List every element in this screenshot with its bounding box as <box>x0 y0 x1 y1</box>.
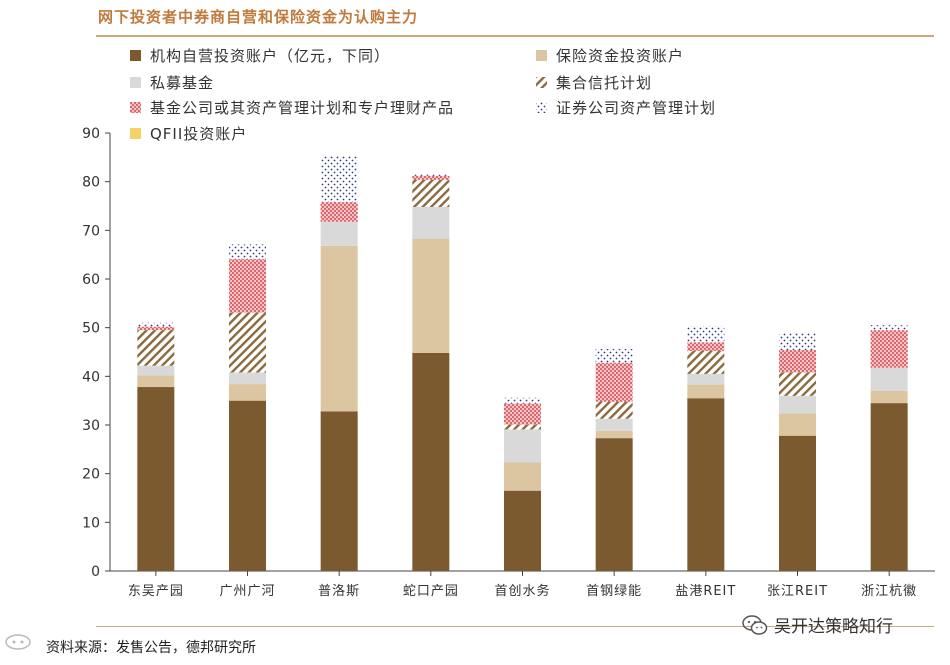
y-tick-label: 0 <box>91 564 100 580</box>
bar-segment <box>870 390 908 404</box>
bar-segment <box>229 244 266 260</box>
bar-segment <box>137 375 175 388</box>
bar-segment <box>779 372 816 396</box>
y-tick-label: 50 <box>82 321 100 337</box>
bar-segment <box>779 395 816 414</box>
y-tick-label: 10 <box>82 515 100 531</box>
legend-swatch <box>536 77 547 88</box>
bar-segment <box>137 322 175 327</box>
bar-segment <box>504 462 541 491</box>
bar-segment <box>504 429 541 463</box>
x-tick-label: 首创水务 <box>494 583 550 599</box>
bar-segment <box>229 259 266 313</box>
bar-segment <box>687 398 725 571</box>
legend-label: 机构自营投资账户（亿元，下同） <box>150 47 390 65</box>
wechat-icon <box>742 614 768 635</box>
x-tick-label: 浙江杭徽 <box>861 584 917 599</box>
bar-segment <box>137 330 175 366</box>
bar-segment <box>687 326 725 343</box>
bar-segment <box>412 352 450 571</box>
bar-segment <box>504 403 541 425</box>
bar-segment <box>595 438 633 571</box>
title-divider <box>96 35 934 37</box>
bar-segment <box>504 490 541 571</box>
bar-segment <box>412 206 450 239</box>
legend-swatch <box>536 102 547 113</box>
bar-segment <box>412 179 450 207</box>
bar-segment <box>687 351 725 374</box>
bar-segment <box>870 367 908 391</box>
bar-segment <box>229 384 266 401</box>
x-axis: 东吴产园 广州广河 普洛斯 蛇口产园 首创水务 首钢绿能 盐港REIT 张江REIT 浙江杭徽 <box>128 571 917 599</box>
bar-segment <box>137 387 175 571</box>
x-tick-label: 张江REIT <box>767 584 828 599</box>
y-tick-label: 30 <box>82 418 100 434</box>
watermark-text: 吴开达策略知行 <box>774 617 893 637</box>
y-tick-label: 60 <box>82 272 100 288</box>
y-tick-label: 90 <box>82 126 100 142</box>
bar-segment <box>779 332 816 351</box>
bar-segment <box>320 221 358 246</box>
legend-swatch <box>130 77 141 88</box>
y-tick-label: 70 <box>82 223 100 239</box>
bar-segment <box>870 330 908 368</box>
source-text: 发售公告，德邦研究所 <box>116 640 256 656</box>
bar-segment <box>870 325 908 331</box>
x-tick-label: 广州广河 <box>219 584 275 599</box>
x-tick-label: 普洛斯 <box>318 584 360 599</box>
legend-label: QFII投资账户 <box>150 125 247 143</box>
legend-swatch <box>536 50 547 61</box>
bar-segment <box>779 435 816 571</box>
footer-divider <box>96 626 934 627</box>
bar-segment <box>320 411 358 571</box>
x-tick-label: 盐港REIT <box>675 584 736 599</box>
source-note: 资料来源：发售公告，德邦研究所 <box>46 637 256 657</box>
bar-segment <box>504 397 541 404</box>
bar-segment <box>779 350 816 373</box>
bar-segment <box>595 362 633 402</box>
legend-label: 基金公司或其资产管理计划和专户理财产品 <box>150 99 454 117</box>
bar-segment <box>595 418 633 431</box>
bar-segment <box>320 202 358 222</box>
bar-segment <box>779 413 816 436</box>
bar-segment <box>412 238 450 353</box>
bar-segment <box>595 430 633 439</box>
y-tick-label: 20 <box>82 467 100 483</box>
bar-segment <box>412 175 450 180</box>
bar-segment <box>412 173 450 176</box>
bar-segment <box>504 424 541 430</box>
bar-segment <box>870 403 908 571</box>
y-tick-label: 80 <box>82 175 100 191</box>
y-tick-label: 40 <box>82 369 100 385</box>
watermark-logo-icon <box>5 634 31 650</box>
legend-label: 保险资金投资账户 <box>556 47 684 65</box>
x-tick-label: 蛇口产园 <box>403 584 459 599</box>
legend-label: 集合信托计划 <box>556 74 652 92</box>
bar-segment <box>687 384 725 399</box>
bar-segment <box>320 155 358 203</box>
bar-segment <box>229 400 266 571</box>
source-prefix: 资料来源： <box>46 640 116 656</box>
x-tick-label: 首钢绿能 <box>586 584 642 599</box>
x-tick-label: 东吴产园 <box>128 584 184 599</box>
legend-swatch <box>130 128 141 139</box>
legend-label: 证券公司资产管理计划 <box>556 99 716 117</box>
bar-segment <box>687 342 725 352</box>
bar-segment <box>229 312 266 373</box>
watermark: 吴开达策略知行 <box>742 612 893 637</box>
bar-segment <box>229 372 266 385</box>
bar-segment <box>137 326 175 331</box>
bar-segment <box>595 349 633 363</box>
bar-segment <box>320 245 358 412</box>
bar-segment <box>137 365 175 376</box>
bar-segment <box>687 373 725 385</box>
chart-title: 网下投资者中券商自营和保险资金为认购主力 <box>98 8 419 26</box>
bars <box>137 155 908 571</box>
legend-label: 私募基金 <box>150 74 214 92</box>
bar-segment <box>595 401 633 419</box>
legend-swatch <box>130 50 141 61</box>
legend-swatch <box>130 102 141 113</box>
